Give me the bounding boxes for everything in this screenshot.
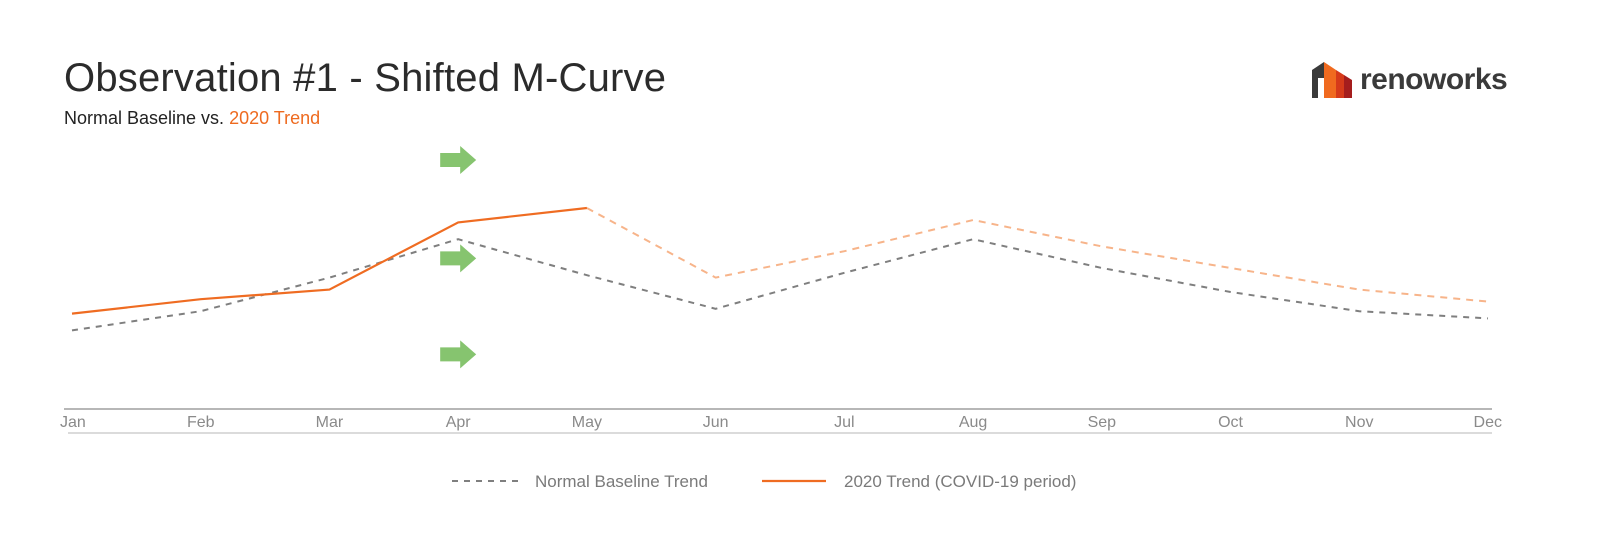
x-tick-label: Oct xyxy=(1218,414,1243,431)
legend-label-baseline: Normal Baseline Trend xyxy=(535,472,708,491)
series-layer xyxy=(71,206,1489,332)
x-tick-label: Sep xyxy=(1088,414,1117,431)
chart-title: Observation #1 - Shifted M-Curve xyxy=(64,56,667,100)
arrow-right-icon xyxy=(440,244,477,273)
house-logo-icon xyxy=(1312,62,1352,98)
x-axis: Jan Feb Mar Apr May Jun Jul Aug Sep Oct Nov Dec xyxy=(60,408,1502,434)
arrow-right-icon xyxy=(440,146,477,174)
x-tick-label: Jan xyxy=(60,414,86,431)
x-tick-label: May xyxy=(572,414,602,431)
x-tick-label: Aug xyxy=(959,414,987,431)
subtitle-accent: 2020 Trend xyxy=(229,108,321,128)
series-line-normal-baseline xyxy=(71,238,1489,332)
legend-label-2020: 2020 Trend (COVID-19 period) xyxy=(844,472,1076,491)
x-tick-label: Nov xyxy=(1345,414,1373,431)
arrow-right-icon xyxy=(440,340,477,369)
x-tick-label: Jul xyxy=(834,414,854,431)
chart-legend: Normal Baseline Trend 2020 Trend (COVID-1… xyxy=(452,472,1076,491)
x-tick-label: Feb xyxy=(187,414,215,431)
series-line-2020-projected xyxy=(586,207,1489,303)
x-tick-label: Dec xyxy=(1474,414,1502,431)
renoworks-logo: renoworks xyxy=(1312,62,1508,98)
x-tick-label: Jun xyxy=(703,414,729,431)
logo-text: renoworks xyxy=(1360,63,1508,96)
series-line-2020-trend xyxy=(71,206,588,315)
subtitle-prefix: Normal Baseline vs. xyxy=(64,108,230,128)
chart-subtitle: Normal Baseline vs. 2020 Trend xyxy=(64,108,320,129)
x-tick-label: Apr xyxy=(446,414,472,431)
x-tick-label: Mar xyxy=(316,414,344,431)
annotation-arrows xyxy=(440,146,477,369)
